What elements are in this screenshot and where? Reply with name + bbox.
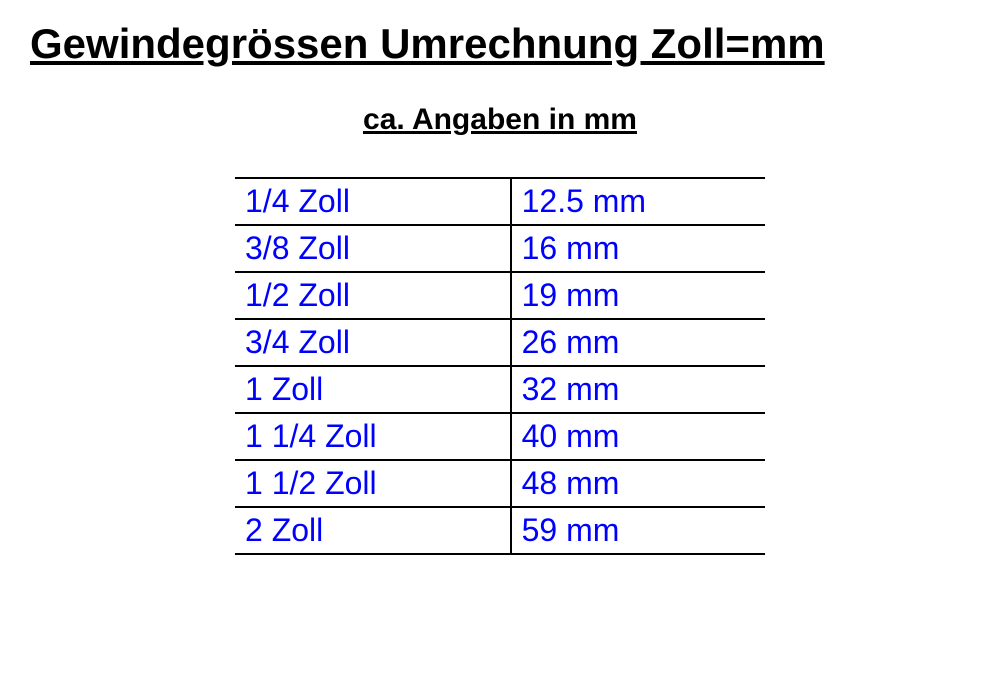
cell-zoll: 1 1/4 Zoll: [235, 413, 511, 460]
table-row: 2 Zoll 59 mm: [235, 507, 765, 554]
cell-zoll: 1/4 Zoll: [235, 178, 511, 225]
table-row: 3/8 Zoll 16 mm: [235, 225, 765, 272]
cell-mm: 26 mm: [511, 319, 765, 366]
table-row: 1 1/4 Zoll 40 mm: [235, 413, 765, 460]
cell-mm: 48 mm: [511, 460, 765, 507]
cell-zoll: 1 Zoll: [235, 366, 511, 413]
cell-mm: 16 mm: [511, 225, 765, 272]
table-row: 1/2 Zoll 19 mm: [235, 272, 765, 319]
table-row: 3/4 Zoll 26 mm: [235, 319, 765, 366]
table-container: 1/4 Zoll 12.5 mm 3/8 Zoll 16 mm 1/2 Zoll…: [30, 177, 970, 555]
page-title: Gewindegrössen Umrechnung Zoll=mm: [30, 20, 970, 68]
cell-mm: 32 mm: [511, 366, 765, 413]
table-row: 1 1/2 Zoll 48 mm: [235, 460, 765, 507]
table-row: 1/4 Zoll 12.5 mm: [235, 178, 765, 225]
cell-mm: 40 mm: [511, 413, 765, 460]
cell-zoll: 3/4 Zoll: [235, 319, 511, 366]
page-subtitle: ca. Angaben in mm: [30, 103, 970, 137]
cell-mm: 12.5 mm: [511, 178, 765, 225]
cell-zoll: 2 Zoll: [235, 507, 511, 554]
cell-mm: 19 mm: [511, 272, 765, 319]
table-body: 1/4 Zoll 12.5 mm 3/8 Zoll 16 mm 1/2 Zoll…: [235, 178, 765, 554]
cell-zoll: 1 1/2 Zoll: [235, 460, 511, 507]
cell-zoll: 1/2 Zoll: [235, 272, 511, 319]
table-row: 1 Zoll 32 mm: [235, 366, 765, 413]
conversion-table: 1/4 Zoll 12.5 mm 3/8 Zoll 16 mm 1/2 Zoll…: [235, 177, 765, 555]
cell-mm: 59 mm: [511, 507, 765, 554]
cell-zoll: 3/8 Zoll: [235, 225, 511, 272]
